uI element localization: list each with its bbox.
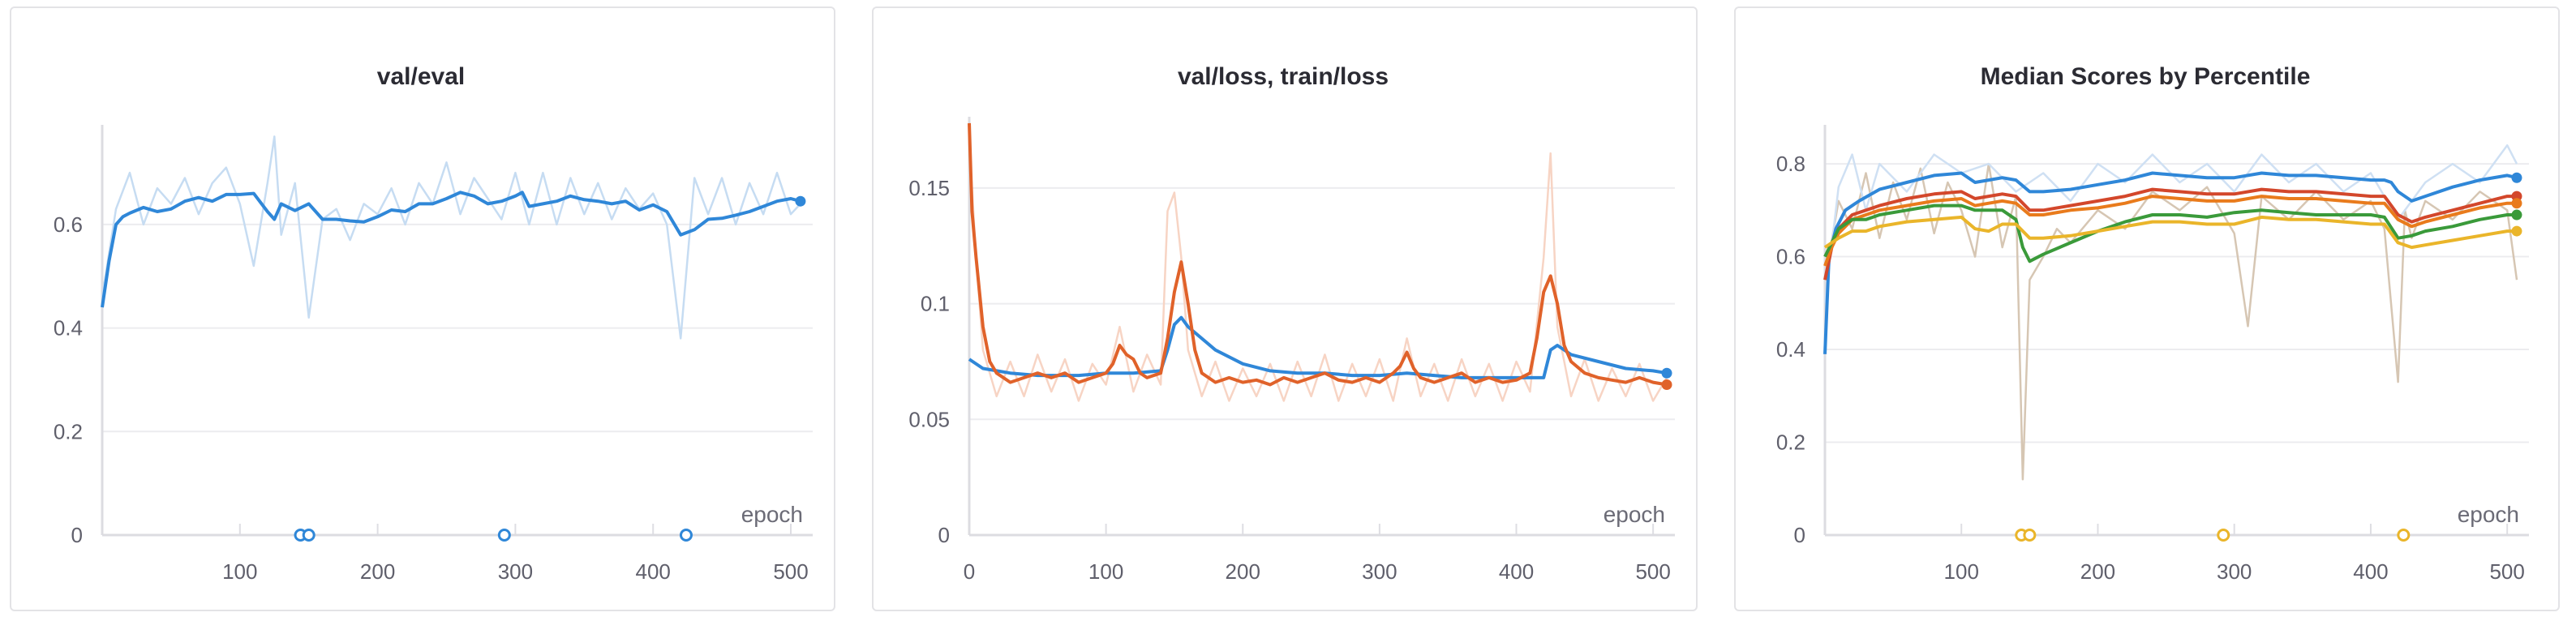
- x-tick-label: 100: [222, 559, 257, 584]
- chart-panel-val-eval: val/eval 0 0.2 0.4 0.6 100 200 300 400 500 epoch: [10, 6, 835, 611]
- y-tick-label: 0.4: [54, 316, 83, 340]
- x-tick-label: 500: [2489, 559, 2524, 584]
- axis-marker[interactable]: [2217, 529, 2230, 542]
- y-tick-label: 0.15: [908, 176, 950, 200]
- x-axis-label: epoch: [741, 502, 803, 527]
- axis-marker[interactable]: [679, 529, 693, 542]
- y-tick-label: 0.05: [908, 407, 950, 431]
- x-tick-label: 500: [773, 559, 808, 584]
- series-line: [1823, 203, 2517, 263]
- series-line: [968, 315, 1668, 379]
- x-tick-label: 100: [1088, 559, 1123, 584]
- x-tick-label: 500: [1635, 559, 1670, 584]
- series-end-point: [2511, 172, 2522, 183]
- series-line: [968, 122, 1668, 387]
- x-tick-label: 300: [1362, 559, 1397, 584]
- chart-title: val/loss, train/loss: [1178, 63, 1389, 90]
- y-tick-label: 0: [71, 523, 83, 547]
- y-tick-label: 0.4: [1776, 337, 1805, 362]
- x-tick-label: 300: [498, 559, 533, 584]
- series-end-point: [1661, 379, 1672, 390]
- x-tick-label: 100: [1944, 559, 1979, 584]
- chart-median-scores: Median Scores by Percentile 0 0.2 0.4 0.6 0.8…: [1776, 63, 2529, 584]
- series-end-point: [1661, 367, 1672, 379]
- chart-panel-median-scores: Median Scores by Percentile 0 0.2 0.4 0.6 0.8…: [1734, 6, 2560, 611]
- axis-marker[interactable]: [2023, 529, 2037, 542]
- y-tick-label: 0: [1794, 523, 1805, 547]
- raw-series-line: [968, 141, 1668, 402]
- axis-marker[interactable]: [2397, 529, 2411, 542]
- chart-title: val/eval: [377, 63, 465, 90]
- y-tick-label: 0.2: [1776, 430, 1805, 455]
- x-tick-label: 200: [360, 559, 395, 584]
- y-tick-label: 0: [938, 523, 950, 547]
- y-tick-label: 0.8: [1776, 152, 1805, 176]
- chart-panel-loss: val/loss, train/loss 0 0.05 0.1 0.15 0 100 200 3…: [872, 6, 1698, 611]
- series-end-point: [2511, 209, 2522, 221]
- x-tick-label: 200: [1226, 559, 1260, 584]
- series-end-point: [795, 195, 806, 207]
- series-line: [1823, 187, 2517, 281]
- series-line: [101, 191, 801, 308]
- x-tick-label: 400: [1499, 559, 1534, 584]
- x-axis-label: epoch: [1604, 502, 1665, 527]
- y-tick-label: 0.1: [921, 292, 950, 316]
- y-tick-label: 0.2: [54, 419, 83, 443]
- y-tick-label: 0.6: [1776, 245, 1805, 269]
- x-tick-label: 200: [2080, 559, 2115, 584]
- series-end-point: [2511, 198, 2522, 209]
- raw-series-line: [101, 135, 801, 340]
- x-tick-label: 400: [636, 559, 671, 584]
- series-line: [1823, 215, 2517, 250]
- chart-val-train-loss: val/loss, train/loss 0 0.05 0.1 0.15 0 100 200 3…: [908, 63, 1675, 584]
- axis-marker[interactable]: [302, 529, 316, 542]
- x-axis-label: epoch: [2458, 502, 2519, 527]
- series-line: [1823, 171, 2518, 354]
- chart-title: Median Scores by Percentile: [1981, 63, 2311, 90]
- x-tick-label: 0: [964, 559, 975, 584]
- chart-val-eval: val/eval 0 0.2 0.4 0.6 100 200 300 400 500 epoch: [54, 63, 813, 584]
- series-line: [1823, 195, 2517, 267]
- axis-marker[interactable]: [497, 529, 511, 542]
- y-tick-label: 0.6: [54, 212, 83, 237]
- x-tick-label: 300: [2217, 559, 2252, 584]
- x-tick-label: 400: [2353, 559, 2388, 584]
- series-end-point: [2511, 225, 2522, 237]
- raw-series-line: [1823, 162, 2518, 481]
- raw-series-line: [1823, 143, 2518, 303]
